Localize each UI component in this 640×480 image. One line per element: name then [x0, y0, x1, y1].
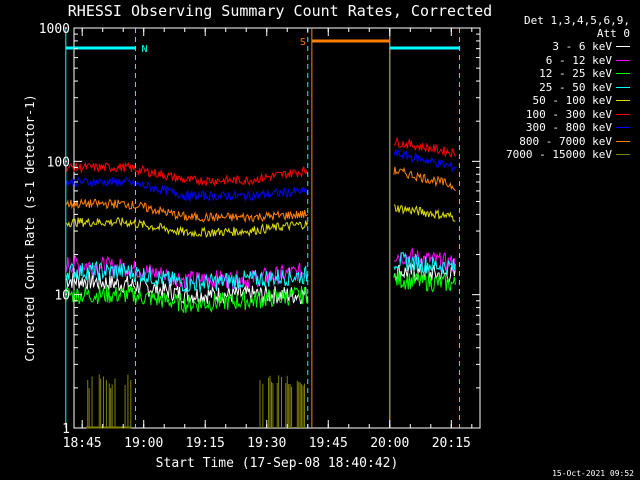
series-line — [65, 285, 309, 313]
legend-entry: 7000 - 15000 keV — [506, 148, 630, 161]
y-axis-label: Corrected Count Rate (s-1 detector-1) — [23, 94, 37, 361]
series-line — [393, 271, 456, 293]
x-tick-label: 19:00 — [124, 436, 163, 451]
legend-swatch — [616, 46, 630, 47]
legend-swatch — [616, 73, 630, 74]
series-line — [65, 161, 309, 187]
x-tick-label: 18:45 — [63, 436, 102, 451]
series-line — [65, 197, 309, 223]
x-tick-label: 19:30 — [247, 436, 286, 451]
legend-entry: 12 - 25 keV — [539, 67, 630, 80]
legend-entry-label: 7000 - 15000 keV — [506, 148, 612, 161]
footer-timestamp: 15-Oct-2021 09:52 — [552, 469, 634, 478]
legend-entry-label: 6 - 12 keV — [545, 53, 612, 67]
legend-entry: 300 - 800 keV — [526, 121, 630, 134]
legend-entry: 25 - 50 keV — [539, 81, 630, 94]
series-line — [65, 216, 309, 238]
series-line — [393, 204, 456, 222]
chart-title: RHESSI Observing Summary Count Rates, Co… — [67, 2, 493, 20]
plot-frame — [73, 27, 481, 429]
legend-entry-label: 25 - 50 keV — [539, 80, 612, 94]
legend-swatch — [616, 113, 630, 115]
legend-entry-label: 3 - 6 keV — [552, 40, 612, 53]
legend-swatch — [616, 86, 630, 88]
series-line — [393, 251, 456, 276]
series-line — [65, 260, 309, 293]
legend-entry-label: 50 - 100 keV — [532, 94, 612, 107]
series-line — [65, 175, 309, 202]
legend-swatch — [616, 127, 630, 128]
legend-header-attenuator: Att 0 — [596, 27, 630, 40]
series-line — [393, 166, 456, 192]
x-tick-label: 19:15 — [186, 436, 225, 451]
x-tick-label: 20:00 — [370, 436, 409, 451]
legend-swatch — [616, 59, 630, 61]
y-tick-label: 1000 — [39, 22, 70, 37]
flag-label: N — [142, 44, 148, 55]
y-tick-label: 100 — [47, 155, 70, 170]
legend-entry: 6 - 12 keV — [546, 54, 630, 67]
legend-entry: 100 - 300 keV — [526, 108, 630, 121]
x-axis-label: Start Time (17-Sep-08 18:40:42) — [156, 456, 399, 471]
legend-entry-label: 12 - 25 keV — [539, 67, 612, 80]
x-tick-label: 20:15 — [432, 436, 471, 451]
y-tick-label: 10 — [54, 289, 70, 304]
legend-entry: 50 - 100 keV — [533, 94, 630, 107]
legend-entry-label: 100 - 300 keV — [525, 107, 612, 121]
x-tick-label: 19:45 — [309, 436, 348, 451]
flag-label: S — [300, 37, 306, 48]
y-tick-label: 1 — [62, 422, 70, 437]
legend-header-detectors: Det 1,3,4,5,6,9, — [524, 14, 630, 27]
legend-swatch — [616, 140, 630, 142]
legend-entry: 800 - 7000 keV — [519, 135, 630, 148]
series-line — [393, 148, 456, 173]
series-line — [393, 246, 456, 273]
legend-swatch — [616, 154, 630, 155]
legend-swatch — [616, 100, 630, 101]
legend-entry: 3 - 6 keV — [552, 40, 630, 53]
series-line — [393, 136, 456, 159]
legend-entry-label: 800 - 7000 keV — [519, 134, 612, 148]
legend-entry-label: 300 - 800 keV — [525, 121, 612, 134]
